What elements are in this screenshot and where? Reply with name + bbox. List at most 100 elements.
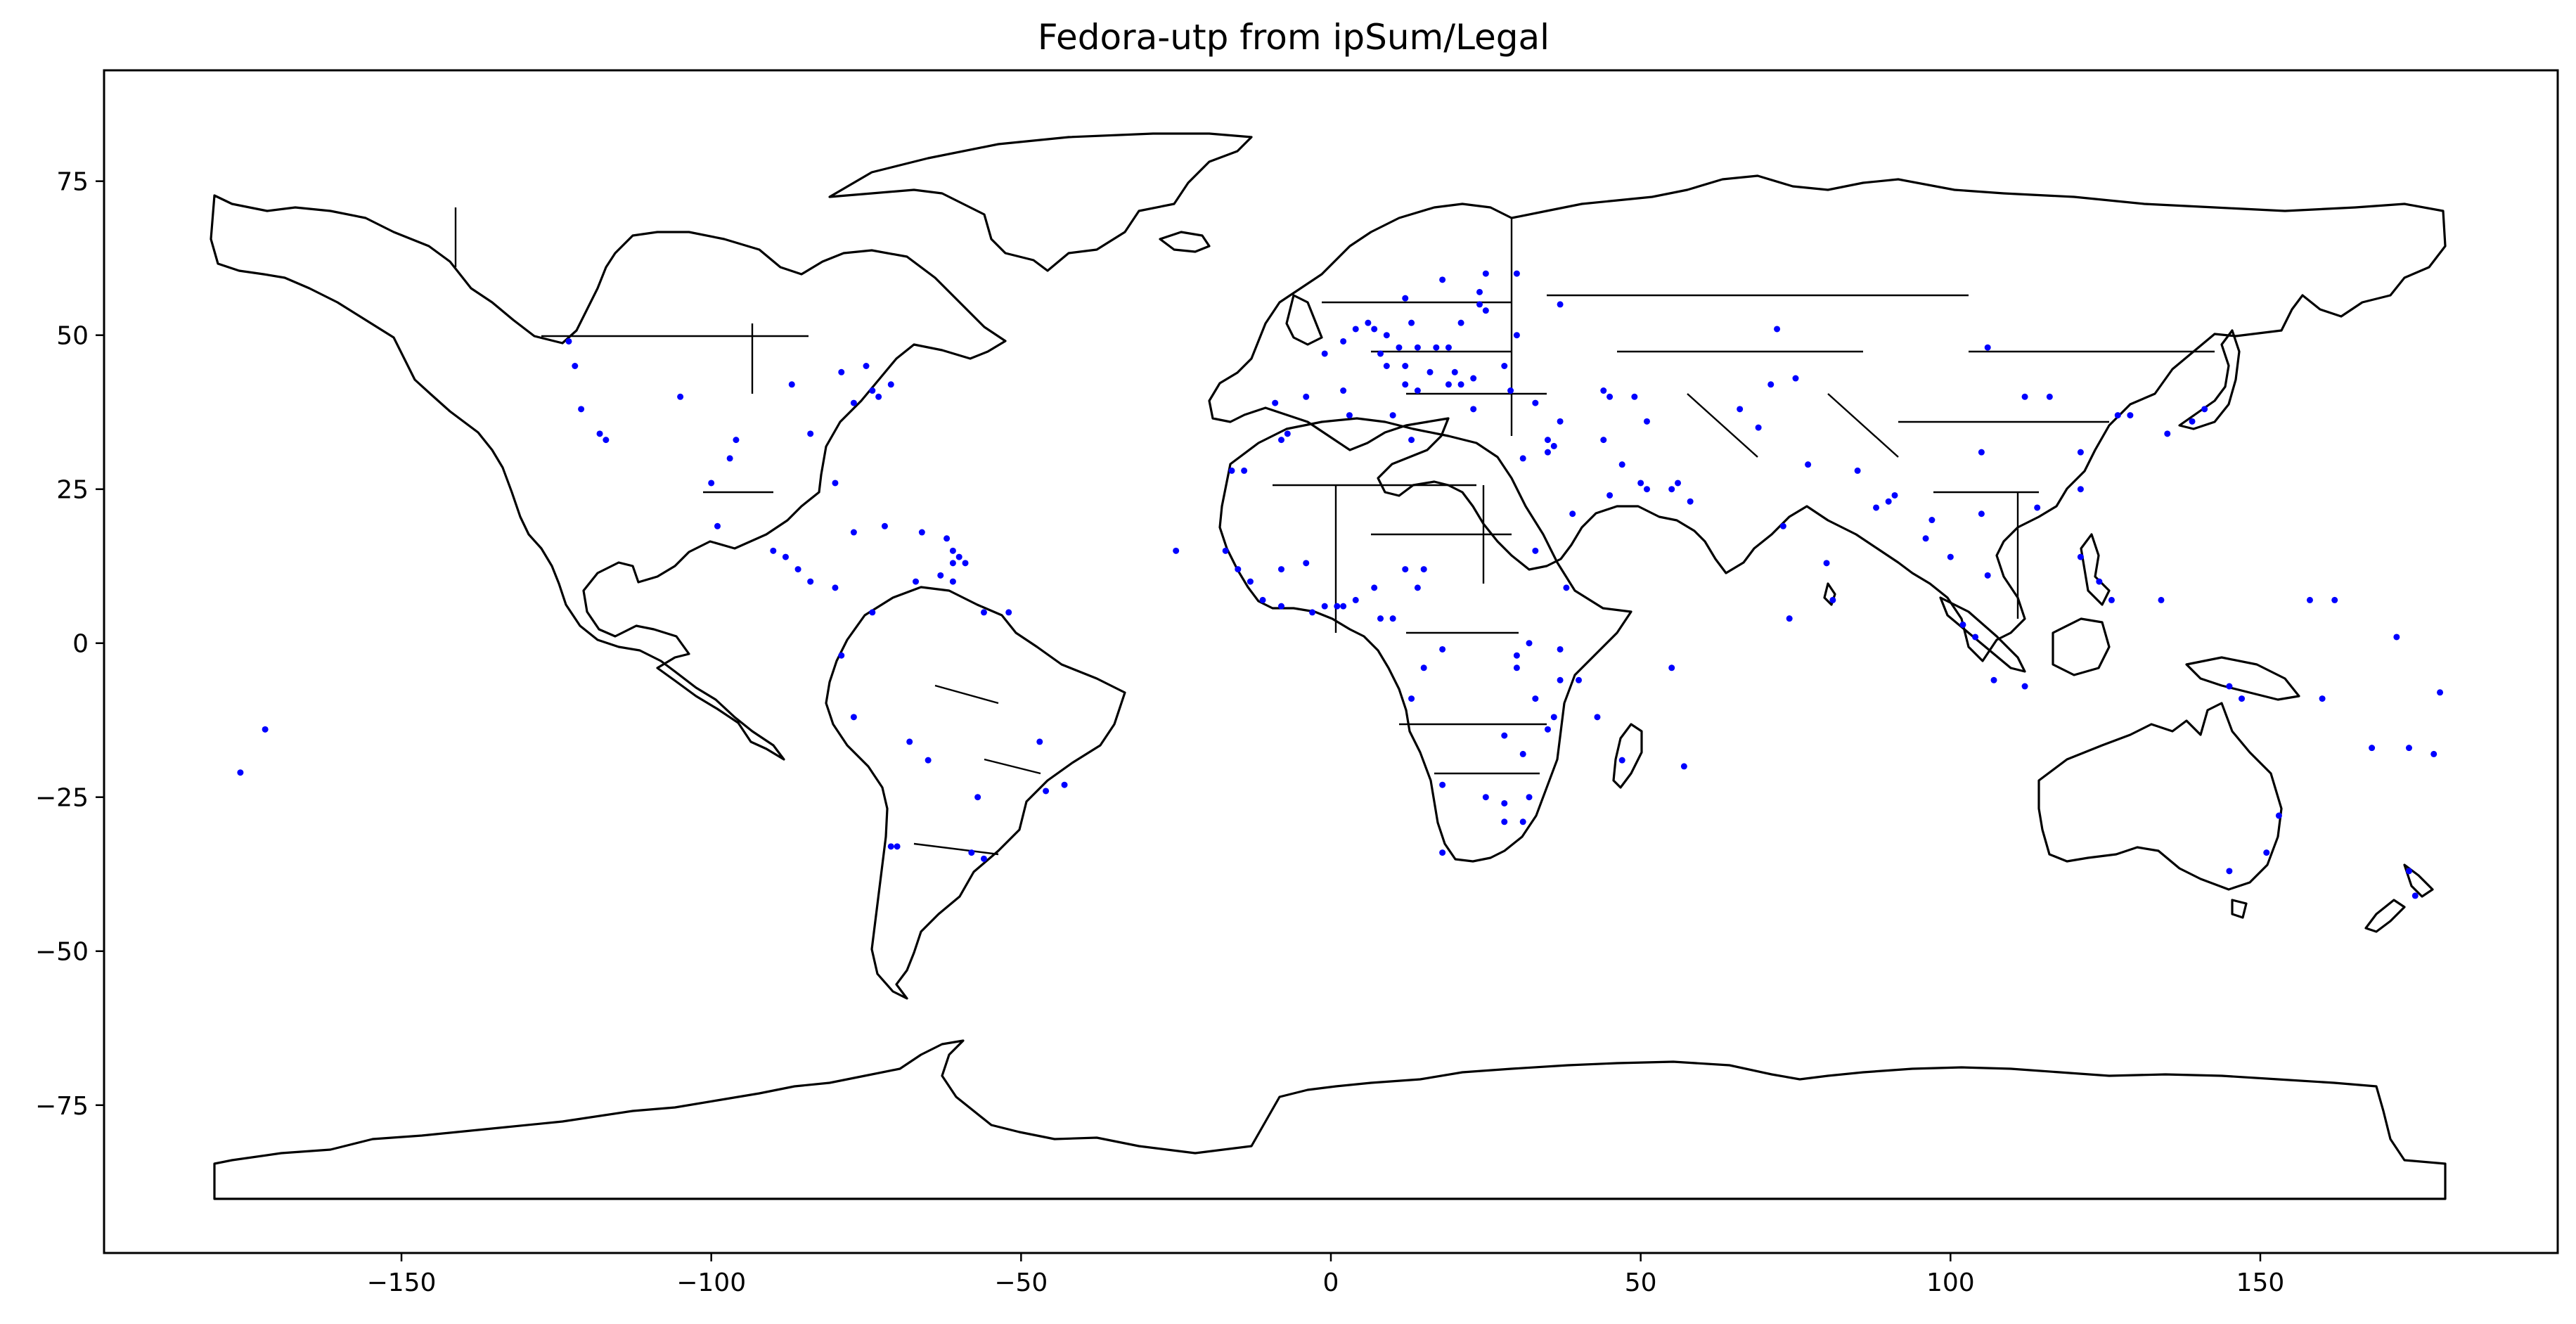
data-point — [1414, 584, 1421, 591]
data-point — [1420, 664, 1427, 671]
data-point — [1420, 566, 1427, 573]
data-point — [1668, 486, 1675, 493]
data-point — [1526, 640, 1533, 647]
data-point — [1321, 603, 1328, 610]
data-point — [1451, 368, 1458, 375]
x-tick-label: −100 — [676, 1268, 746, 1297]
british-isles-coastline — [1285, 294, 1323, 346]
data-point — [1513, 270, 1520, 277]
data-point — [1408, 437, 1415, 444]
data-point — [1389, 412, 1396, 419]
data-point — [1389, 615, 1396, 622]
data-point — [1513, 332, 1520, 339]
data-point — [1457, 319, 1464, 326]
data-point — [1557, 301, 1564, 308]
data-point — [807, 578, 814, 585]
data-point — [2046, 393, 2053, 400]
data-point — [1501, 363, 1508, 369]
data-point — [1284, 430, 1291, 437]
data-point — [596, 430, 603, 437]
data-point — [794, 566, 801, 573]
data-point — [1402, 295, 1409, 302]
data-point — [565, 338, 572, 345]
data-point — [1277, 603, 1284, 610]
data-point — [925, 757, 932, 764]
data-point — [1371, 326, 1378, 333]
data-point — [887, 843, 894, 850]
country-borders — [454, 207, 2215, 856]
data-point — [1402, 566, 1409, 573]
data-point — [1978, 510, 1985, 518]
japan-coastline — [2178, 329, 2241, 430]
data-point — [1173, 547, 1180, 554]
data-point — [2405, 745, 2412, 752]
data-point — [1247, 578, 1254, 585]
data-point — [1501, 732, 1508, 739]
data-point — [1482, 307, 1489, 314]
data-point — [572, 363, 579, 369]
data-point — [1687, 498, 1694, 505]
data-point — [1606, 393, 1614, 400]
data-point — [2077, 553, 2084, 560]
data-point — [1352, 326, 1359, 333]
data-point — [1507, 387, 1514, 394]
data-point — [894, 843, 901, 850]
data-point — [2306, 596, 2313, 603]
data-point — [1377, 350, 1384, 357]
data-point — [1457, 381, 1464, 388]
x-tick-label: −150 — [367, 1268, 437, 1297]
data-point — [1408, 695, 1415, 702]
y-tick-label: 25 — [56, 476, 89, 505]
data-point — [2331, 596, 2338, 603]
data-point — [1873, 504, 1880, 511]
data-point — [2021, 393, 2028, 400]
data-point — [1984, 344, 1991, 351]
tasmania-coastline — [2231, 899, 2248, 919]
data-point — [1576, 676, 1583, 683]
data-point — [1513, 664, 1520, 671]
data-point — [1544, 437, 1551, 444]
data-point — [1779, 522, 1786, 529]
data-point — [832, 584, 839, 591]
data-point — [887, 381, 894, 388]
data-point — [1439, 781, 1446, 788]
data-point — [944, 535, 951, 542]
data-point — [1272, 399, 1279, 406]
data-point — [2430, 750, 2437, 757]
data-point — [980, 609, 987, 616]
data-point — [1643, 486, 1650, 493]
new-zealand-coastline — [2364, 863, 2434, 933]
data-point — [2077, 486, 2084, 493]
data-point — [237, 769, 244, 776]
x-tick-label: 150 — [2236, 1268, 2285, 1297]
data-point — [1532, 547, 1539, 554]
data-point — [2226, 683, 2233, 690]
data-point — [733, 437, 740, 444]
data-point — [1241, 467, 1248, 474]
data-point — [1606, 491, 1614, 499]
data-point — [1228, 467, 1235, 474]
data-point — [1737, 406, 1744, 413]
data-point — [1680, 763, 1687, 770]
data-point — [1519, 455, 1526, 462]
data-point — [807, 430, 814, 437]
data-point — [1792, 375, 1799, 382]
data-points-layer — [237, 270, 2444, 899]
data-point — [1532, 399, 1539, 406]
data-point — [770, 547, 777, 554]
data-point — [869, 387, 876, 394]
data-point — [906, 738, 913, 745]
north-america-coastline — [210, 194, 1007, 761]
y-axis: 75 50 25 0 −25 −50 −75 — [35, 168, 104, 1121]
data-point — [1445, 381, 1452, 388]
data-point — [2034, 504, 2041, 511]
data-point — [1501, 799, 1508, 806]
data-point — [1470, 375, 1477, 382]
data-point — [1439, 276, 1446, 283]
data-point — [1470, 406, 1477, 413]
data-point — [1823, 560, 1830, 567]
data-point — [1637, 480, 1644, 487]
data-point — [1513, 652, 1520, 659]
south-america-coastline — [825, 586, 1126, 1000]
data-point — [1396, 344, 1403, 351]
